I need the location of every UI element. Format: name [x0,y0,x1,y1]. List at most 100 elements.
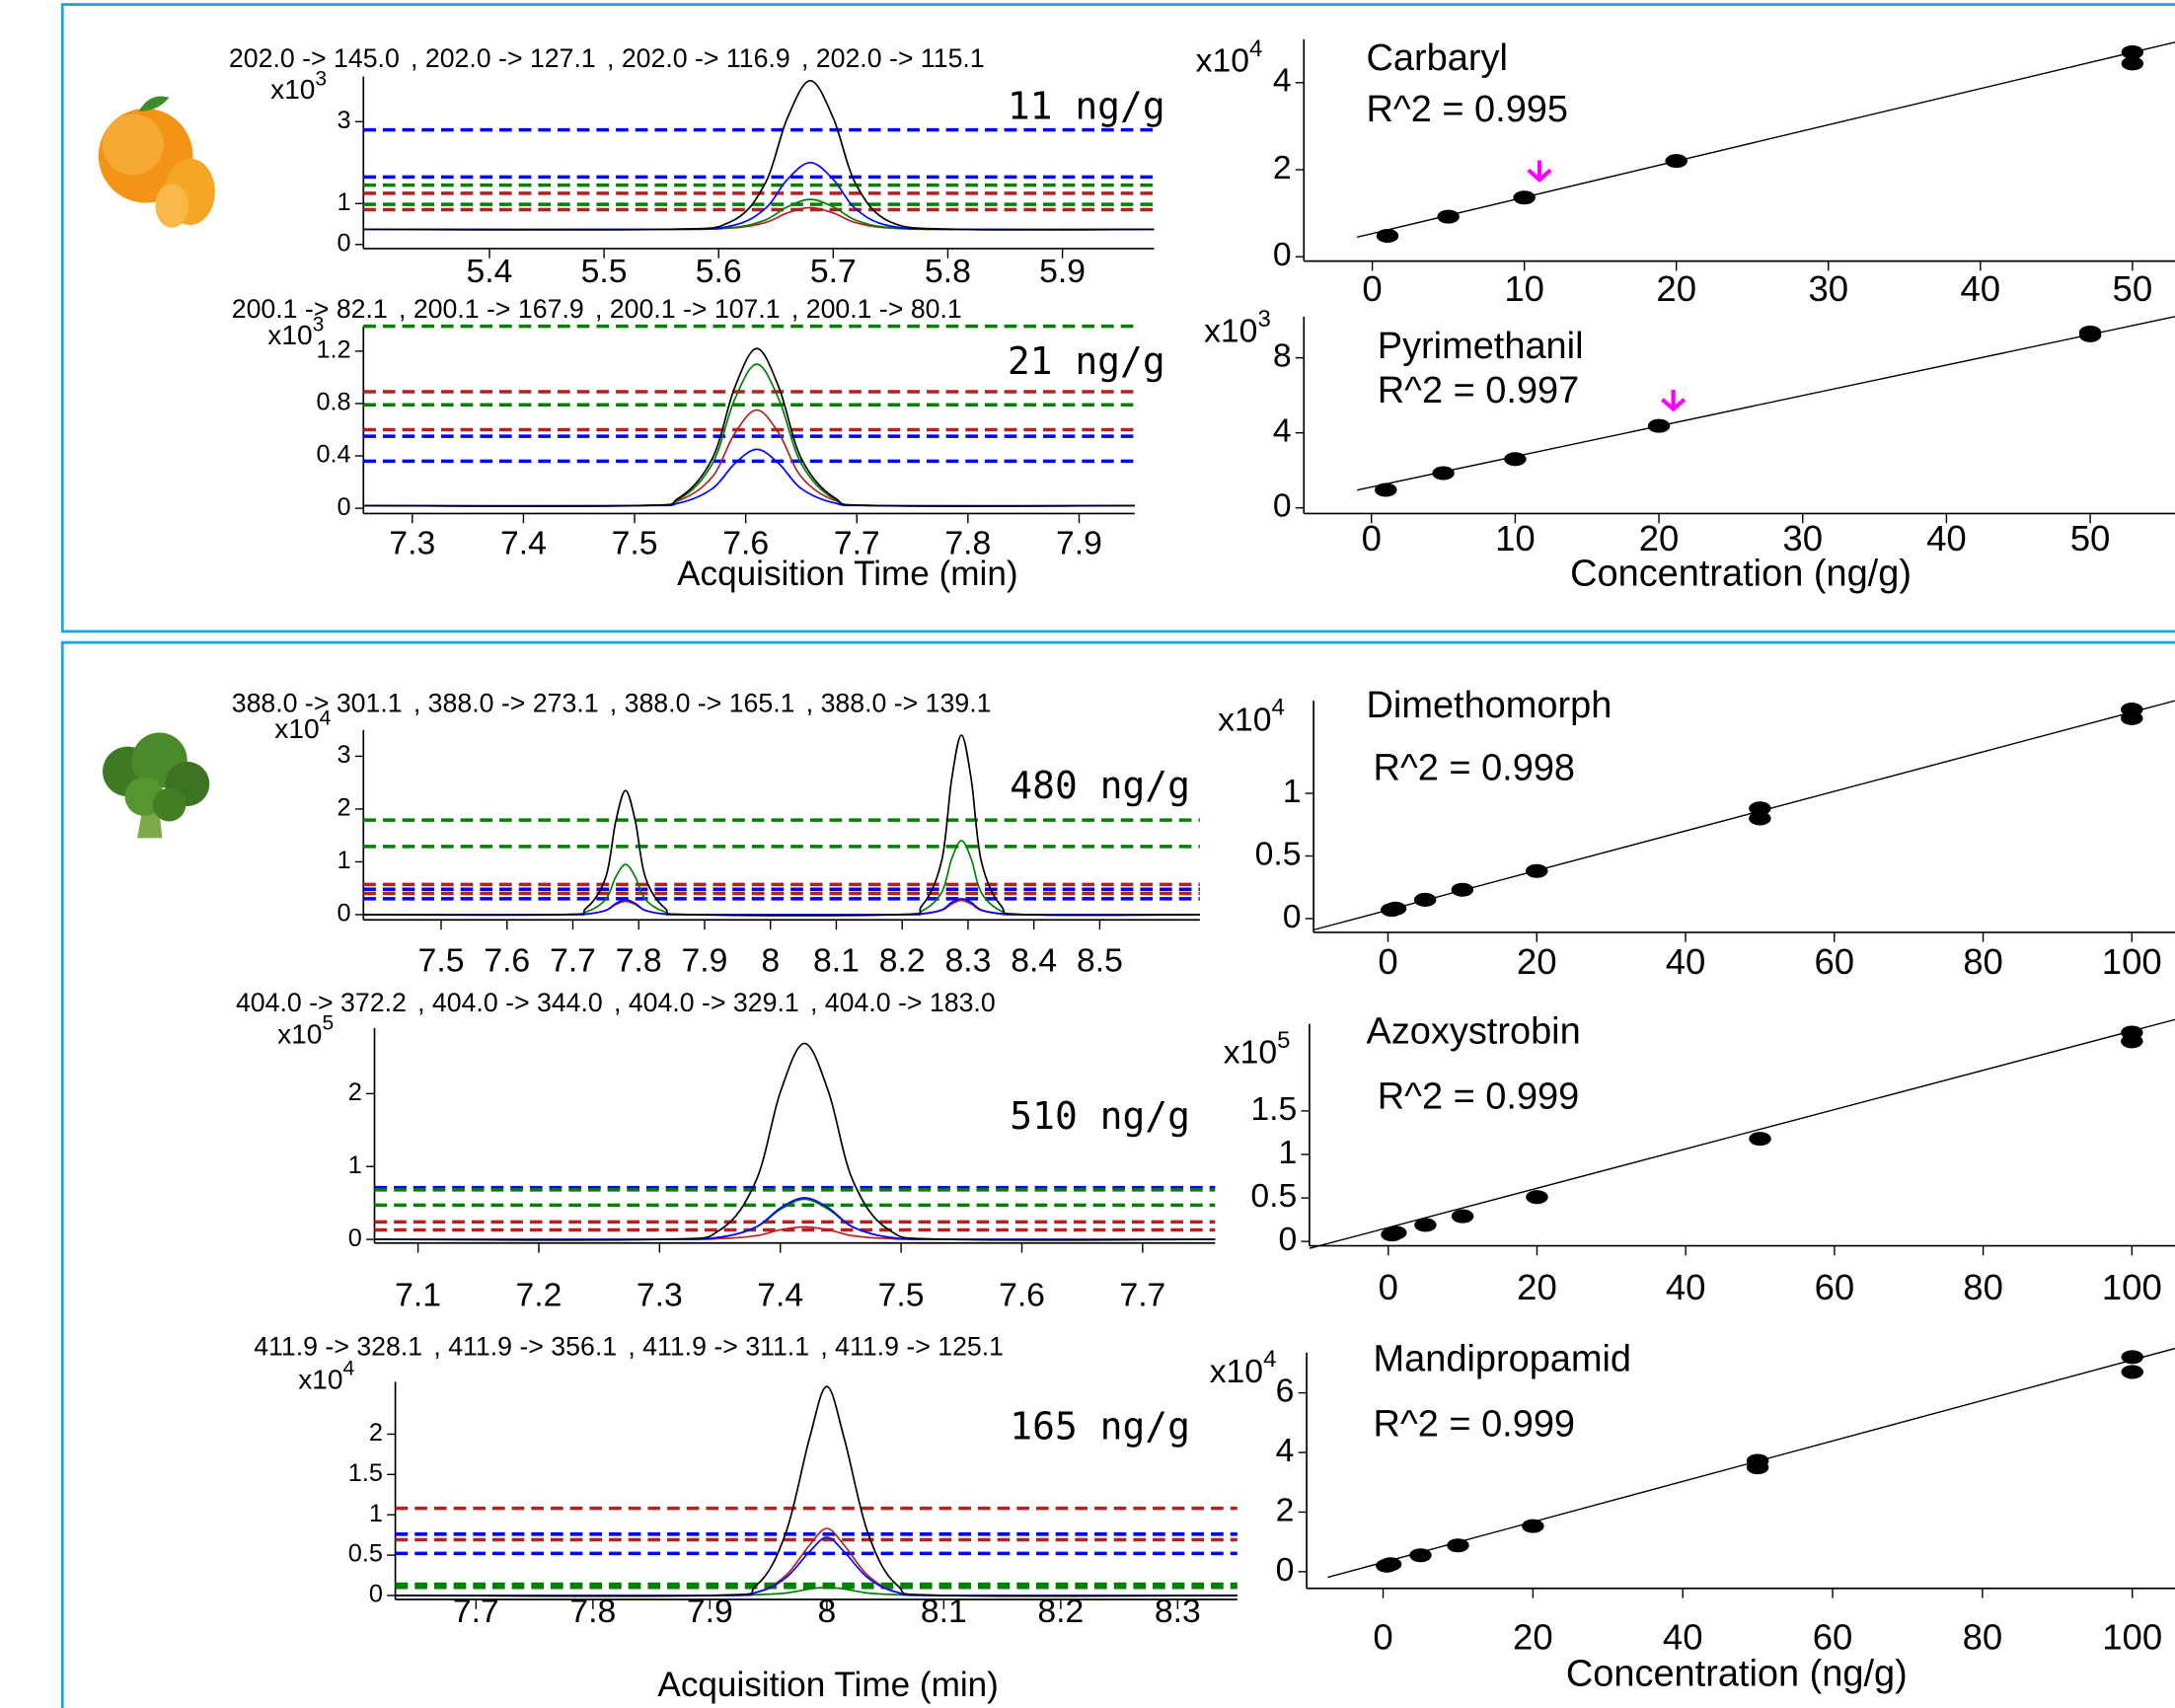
x-tick-label: 7.8 [616,942,662,980]
x-tick-label: 7.4 [757,1276,803,1313]
x-axis-label: Acquisition Time (min) [657,1666,999,1704]
x-tick-label: 7.5 [612,525,658,562]
y-tick-label: 2 [369,1419,383,1447]
calibration-point [1409,1548,1432,1563]
calibration-point [1437,209,1460,224]
orange-image [98,96,215,228]
legend-entry: , 202.0 -> 115.1 [801,43,985,73]
y-tick-label: 1 [1283,773,1302,810]
y-tick-label: 8 [1273,337,1292,375]
sample-marker [1660,389,1687,412]
x-tick-label: 0 [1362,268,1382,309]
multiplier-exponent: 4 [1272,695,1285,721]
axis-multiplier: x105 [1224,1027,1291,1071]
x-tick-label: 5.4 [467,253,513,290]
y-tick-label: 0.5 [1255,835,1302,872]
x-tick-label: 40 [1666,1267,1706,1307]
y-tick-label: 0 [338,900,351,928]
calibration-point [2121,56,2144,71]
x-tick-label: 40 [1666,941,1706,982]
y-tick-label: 2 [348,1078,362,1106]
x-tick-label: 7.8 [569,1593,616,1630]
x-tick-label: 20 [1639,518,1680,558]
x-tick-label: 7.5 [878,1276,925,1313]
x-tick-label: 50 [2113,268,2153,309]
legend-entry: 388.0 -> 301.1 [232,688,403,717]
legend-entry: , 388.0 -> 273.1 [413,688,599,717]
x-tick-label: 7.4 [500,525,547,562]
calibration-point [2121,1025,2143,1040]
y-tick-label: 0.5 [1250,1177,1297,1215]
x-tick-label: 7.7 [550,942,596,980]
y-tick-label: 1.5 [348,1459,383,1487]
y-tick-label: 0 [1273,487,1292,525]
calibration-point [1432,466,1455,481]
trace [363,898,1200,916]
multiplier-base: x10 [274,714,319,745]
calibration-point [1375,483,1397,497]
x-tick-label: 8.1 [921,1593,967,1630]
x-tick-label: 7.9 [1056,525,1102,562]
concentration-label: 165 ng/g [1010,1405,1190,1448]
y-tick-label: 0.5 [348,1540,383,1568]
multiplier-base: x10 [1196,42,1249,80]
y-tick-label: 1 [369,1500,383,1527]
x-tick-label: 7.9 [682,942,728,980]
y-tick-label: 1 [1278,1134,1297,1171]
multiplier-base: x10 [270,75,315,106]
legend-entry: , 404.0 -> 344.0 [417,988,603,1017]
multiplier-base: x10 [1210,1353,1263,1390]
concentration-label: 21 ng/g [1008,339,1165,383]
x-tick-label: 0 [1373,1616,1392,1657]
x-tick-label: 8.1 [813,942,860,980]
x-tick-label: 8.5 [1077,942,1123,980]
axis-multiplier: x104 [298,1357,354,1395]
r-squared: R^2 = 0.999 [1378,1077,1579,1118]
sample-marker [1527,160,1552,184]
trace [363,734,1200,917]
x-tick-label: 60 [1813,1616,1853,1657]
calibration-point [2121,44,2144,59]
x-tick-label: 8 [761,942,780,980]
calibration-line [1312,700,2175,931]
legend-entry: , 411.9 -> 125.1 [820,1332,1004,1362]
x-tick-label: 8.4 [1011,942,1057,980]
x-tick-label: 60 [1815,1267,1855,1307]
calibration-point [1447,1538,1469,1553]
multiplier-exponent: 3 [315,67,327,90]
multiplier-exponent: 4 [1249,36,1262,62]
calibration-point [1665,154,1688,169]
x-tick-label: 0 [1378,941,1397,982]
calibration-point [1526,1190,1548,1205]
multiplier-base: x10 [1218,701,1271,738]
x-tick-label: 80 [1963,1616,2003,1657]
x-tick-label: 80 [1963,1267,2003,1307]
legend-entry: , 411.9 -> 356.1 [433,1332,617,1362]
x-tick-label: 0 [1362,518,1382,558]
compound-name: Dimethomorph [1367,685,1612,726]
legend-entry: , 404.0 -> 183.0 [810,988,996,1017]
y-tick-label: 0 [1278,1221,1297,1258]
calibration-line [1357,41,2175,239]
trace [395,1385,1238,1597]
multiplier-exponent: 4 [1263,1347,1276,1374]
calibration-point [1385,1225,1407,1240]
trace [363,899,1200,916]
calibration-point [2121,1365,2143,1379]
x-tick-label: 7.9 [687,1593,733,1630]
y-tick-label: 1 [338,188,351,216]
x-tick-label: 7.3 [389,525,435,562]
y-tick-label: 1.5 [1250,1090,1297,1128]
y-tick-label: 4 [1273,412,1292,450]
x-tick-label: 7.3 [637,1276,683,1313]
axis-multiplier: x103 [1204,306,1271,349]
r-squared: R^2 = 0.997 [1378,370,1579,411]
multiplier-base: x10 [298,1365,342,1395]
y-tick-label: 0 [1273,236,1292,273]
x-tick-label: 7.8 [944,525,991,562]
y-tick-label: 4 [1276,1432,1295,1469]
legend-entry: , 200.1 -> 107.1 [595,294,781,324]
x-tick-label: 100 [2102,941,2162,982]
x-tick-label: 20 [1656,268,1696,309]
